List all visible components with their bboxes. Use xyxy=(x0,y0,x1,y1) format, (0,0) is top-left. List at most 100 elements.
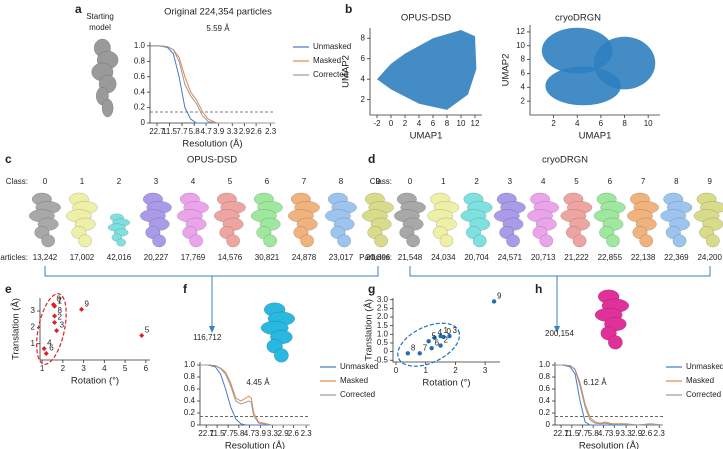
particles-label: Particles: xyxy=(359,253,392,262)
x-axis-label: Rotation (°) xyxy=(422,378,470,389)
y-axis-label: Translation (Å) xyxy=(364,299,375,361)
y-tick-label: 0.6 xyxy=(184,384,196,393)
point-label: 1 xyxy=(444,326,449,335)
x-tick-label: 5.8 xyxy=(189,127,201,136)
y-tick-label: 0 xyxy=(546,420,551,429)
x-axis-label: UMAP1 xyxy=(579,131,612,142)
particle-count: 30,821 xyxy=(255,253,280,262)
y-tick-label: 1.0 xyxy=(539,360,551,369)
class-map xyxy=(78,234,93,248)
legend-label: Masked xyxy=(340,376,368,385)
class-map xyxy=(41,234,56,248)
x-tick-label: 2.3 xyxy=(654,429,666,438)
x-tick-label: 4.7 xyxy=(598,429,610,438)
particle-count: 24,571 xyxy=(498,253,523,262)
data-point xyxy=(43,350,49,356)
panel-label: h xyxy=(535,282,542,296)
y-tick-label: 1.0 xyxy=(377,329,389,338)
x-axis-label: Resolution (Å) xyxy=(579,441,639,449)
point-label: 2 xyxy=(58,313,63,322)
y-axis-label: Translation (Å) xyxy=(11,298,22,360)
class-number: 7 xyxy=(641,177,646,186)
data-point xyxy=(432,335,437,340)
chart-title: Original 224,354 particles xyxy=(164,7,272,18)
x-tick-label: 2.6 xyxy=(251,127,263,136)
particles-label: Particles: xyxy=(0,253,28,262)
data-point xyxy=(52,319,58,325)
legend-label: Corrected xyxy=(340,390,375,399)
axis-line xyxy=(392,298,500,363)
x-tick-label: 2 xyxy=(403,119,408,128)
panel-label: g xyxy=(368,282,375,296)
class-map xyxy=(606,234,620,248)
x-tick-label: 2 xyxy=(453,366,458,375)
class-map xyxy=(300,234,315,248)
particle-count: 22,855 xyxy=(598,253,623,262)
class-number: 3 xyxy=(508,177,513,186)
x-tick-label: 3.3 xyxy=(267,429,279,438)
x-tick-label: 6 xyxy=(431,119,436,128)
class-number: 2 xyxy=(474,177,479,186)
point-label: 1 xyxy=(58,296,63,305)
particle-count: 20,227 xyxy=(144,253,169,262)
point-label: 9 xyxy=(497,292,502,301)
point-label: 0 xyxy=(447,327,452,336)
x-tick-label: 1 xyxy=(423,366,428,375)
fsc-curve xyxy=(150,45,275,124)
particle-count: 22,369 xyxy=(664,253,689,262)
x-tick-label: 4 xyxy=(417,119,422,128)
x-tick-label: 7.7 xyxy=(223,429,235,438)
x-axis-label: Resolution (Å) xyxy=(225,441,285,449)
x-tick-label: 3 xyxy=(81,364,86,373)
class-map xyxy=(263,234,278,248)
class-map xyxy=(472,234,487,248)
data-point xyxy=(139,333,145,339)
class-number: 8 xyxy=(339,177,344,186)
x-tick-label: 22.7 xyxy=(198,429,214,438)
particle-count: 20,704 xyxy=(464,253,489,262)
particle-count: 21,222 xyxy=(564,253,589,262)
particle-count: 24,200 xyxy=(697,253,722,262)
axis-line xyxy=(39,298,150,361)
x-axis-label: UMAP1 xyxy=(410,131,443,142)
x-tick-label: 3.9 xyxy=(609,429,621,438)
fsc-curve xyxy=(150,45,275,124)
panel-label: b xyxy=(345,2,352,16)
y-tick-label: 4 xyxy=(361,74,366,83)
cluster-outline xyxy=(397,322,461,367)
class-map xyxy=(639,234,654,248)
class-map xyxy=(116,238,127,247)
x-tick-label: 11.5 xyxy=(162,127,178,136)
class-map xyxy=(439,234,454,248)
panel-label: d xyxy=(368,152,375,166)
particle-count: 13,242 xyxy=(33,253,58,262)
y-tick-label: 0.2 xyxy=(539,408,551,417)
class-map xyxy=(152,234,167,248)
y-tick-label: 1.5 xyxy=(377,321,389,330)
resolution-annotation: 5.59 Å xyxy=(206,24,230,33)
y-tick-label: 2 xyxy=(31,322,36,331)
y-tick-label: 0.8 xyxy=(539,372,551,381)
x-tick-label: 2.9 xyxy=(239,127,251,136)
y-tick-label: 1.0 xyxy=(184,360,196,369)
fsc-curve xyxy=(555,364,664,426)
class-map xyxy=(672,234,687,248)
x-tick-label: 4 xyxy=(102,364,107,373)
y-tick-label: 2 xyxy=(521,96,526,105)
class-number: 4 xyxy=(541,177,546,186)
x-tick-label: 11.5 xyxy=(564,429,580,438)
legend-label: Masked xyxy=(686,376,714,385)
point-label: 9 xyxy=(85,300,90,309)
merged-map xyxy=(273,348,289,363)
class-map xyxy=(189,234,204,248)
point-label: 3 xyxy=(60,321,65,330)
fsc-curve xyxy=(200,364,310,426)
point-label: 7 xyxy=(58,296,63,305)
y-tick-label: 1 xyxy=(31,339,36,348)
merged-count: 200,154 xyxy=(545,329,574,338)
fsc-curve xyxy=(200,364,310,426)
point-label: 0 xyxy=(56,295,61,304)
point-label: 7 xyxy=(423,343,428,352)
class-number: 0 xyxy=(408,177,413,186)
